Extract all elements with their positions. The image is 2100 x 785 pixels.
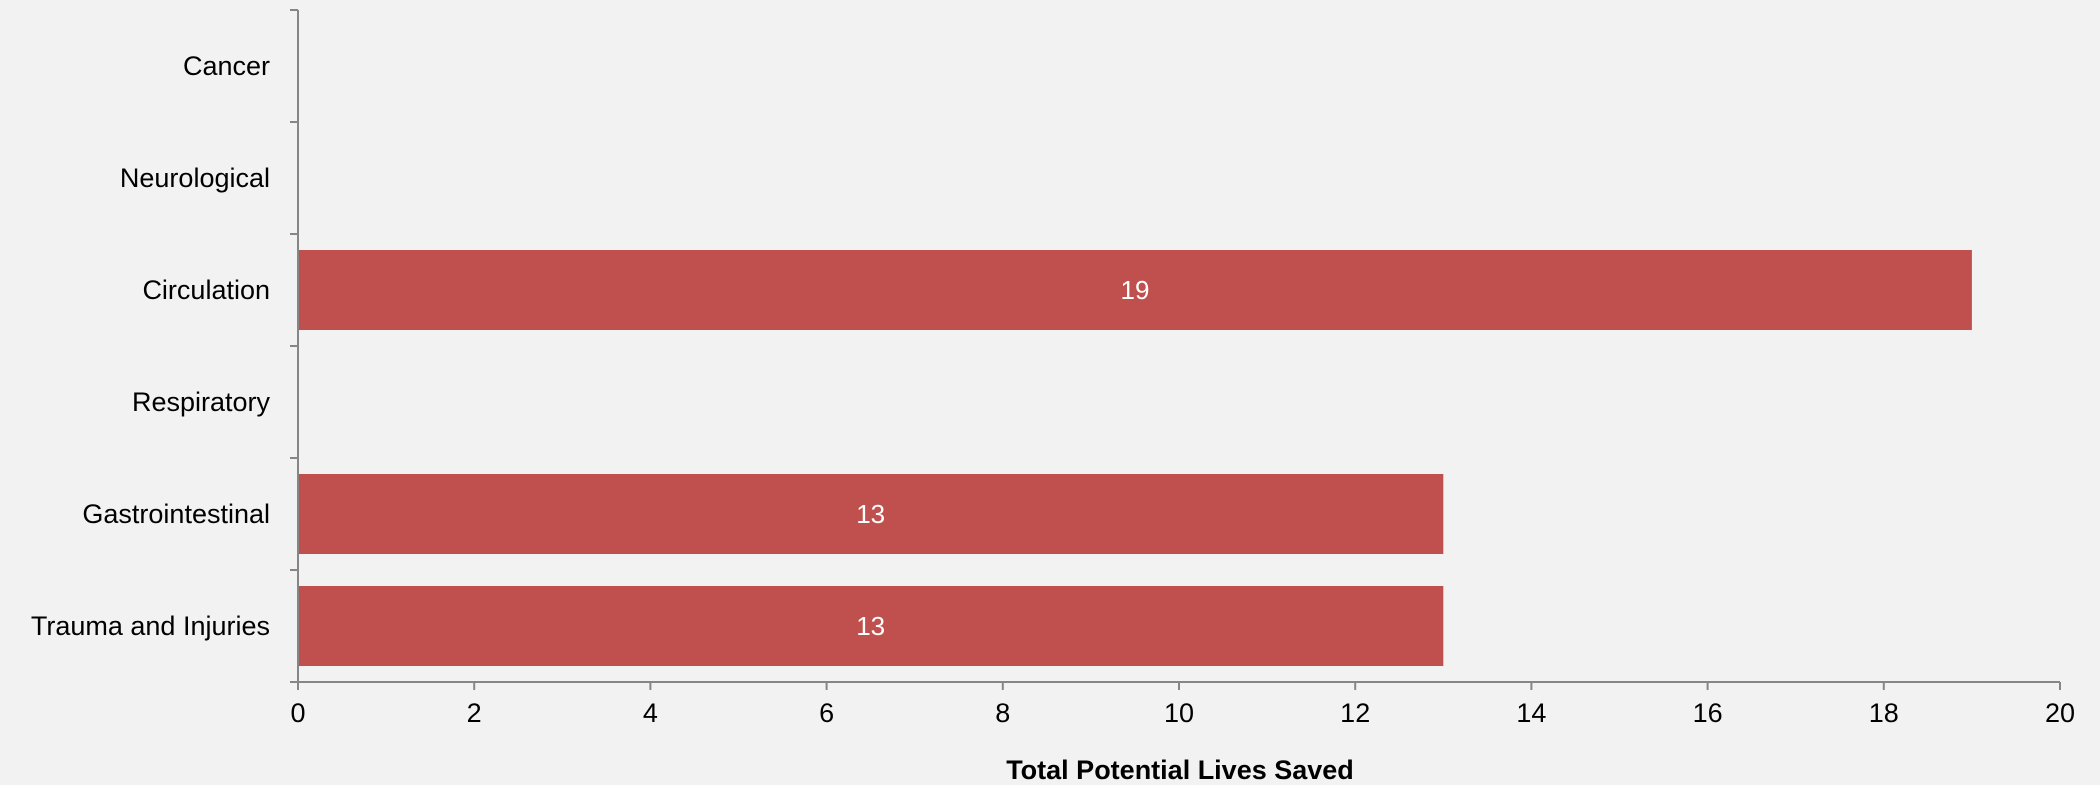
x-tick-label: 0 xyxy=(290,698,305,728)
x-tick-label: 10 xyxy=(1164,698,1194,728)
x-tick-label: 12 xyxy=(1340,698,1370,728)
data-label: 19 xyxy=(1120,275,1149,305)
data-label: 13 xyxy=(856,499,885,529)
category-label: Cancer xyxy=(183,51,270,81)
x-axis-title: Total Potential Lives Saved xyxy=(1006,755,1354,785)
bar-trauma-and-injuries xyxy=(298,586,1444,666)
x-tick-label: 18 xyxy=(1869,698,1899,728)
x-tick-label: 16 xyxy=(1693,698,1723,728)
bar-circulation xyxy=(298,250,1972,330)
bar-gastrointestinal xyxy=(298,474,1444,554)
category-label: Neurological xyxy=(120,163,270,193)
x-tick-label: 4 xyxy=(643,698,658,728)
x-axis: 0 2 4 6 8 10 12 14 16 18 20 xyxy=(290,681,2075,728)
category-label: Trauma and Injuries xyxy=(31,611,270,641)
category-label: Respiratory xyxy=(132,387,271,417)
data-label: 13 xyxy=(856,611,885,641)
x-tick-label: 2 xyxy=(467,698,482,728)
x-tick-label: 6 xyxy=(819,698,834,728)
category-label: Circulation xyxy=(142,275,270,305)
category-label: Gastrointestinal xyxy=(82,499,270,529)
bars-layer xyxy=(298,250,1972,666)
x-tick-label: 14 xyxy=(1516,698,1546,728)
y-axis: Cancer Neurological Circulation Respiratory… xyxy=(31,9,299,683)
data-labels-layer: 19 13 13 xyxy=(856,275,1149,641)
x-tick-label: 20 xyxy=(2045,698,2075,728)
x-tick-label: 8 xyxy=(995,698,1010,728)
